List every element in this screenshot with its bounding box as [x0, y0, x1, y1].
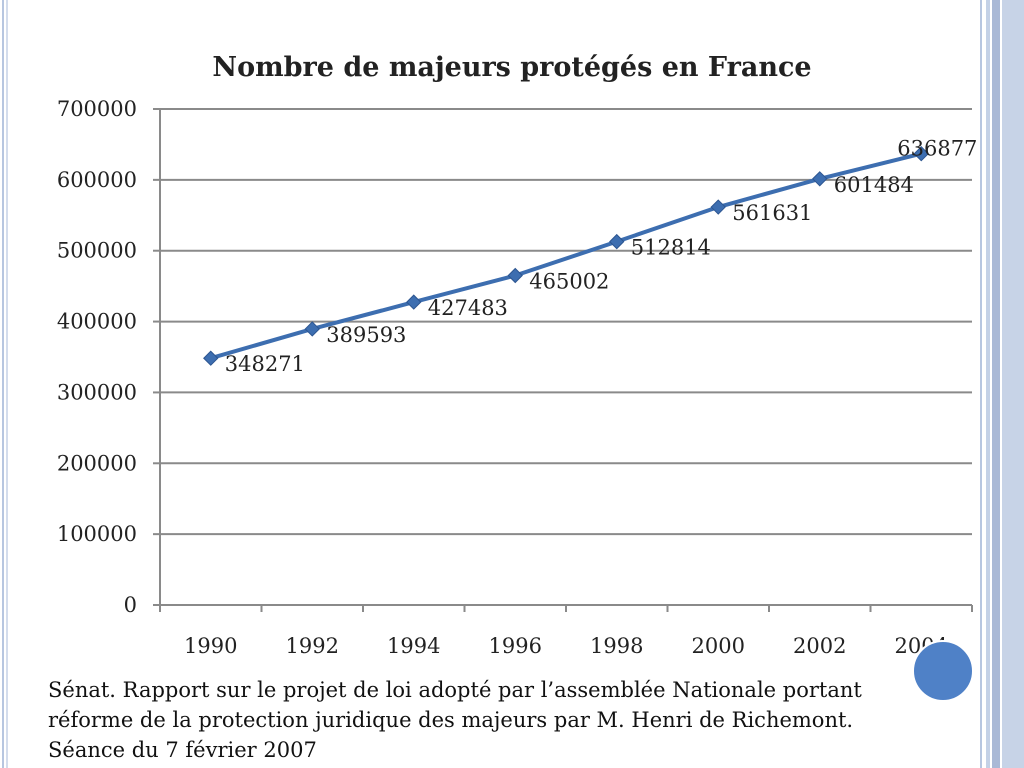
data-label: 389593 [326, 323, 406, 347]
source-line-1: Sénat. Rapport sur le projet de loi adop… [48, 678, 862, 702]
y-tick-label: 400000 [57, 310, 137, 334]
x-tick-label: 2000 [692, 634, 745, 658]
data-point-marker [304, 321, 320, 337]
chart-title: Nombre de majeurs protégés en France [212, 52, 812, 83]
data-point-marker [609, 233, 625, 250]
series-line [210, 151, 922, 361]
y-tick-label: 0 [124, 593, 137, 617]
data-point-marker [406, 294, 422, 310]
data-point-marker [203, 350, 219, 366]
data-label: 561631 [732, 201, 812, 225]
x-tick-label: 1998 [590, 634, 643, 658]
right-decorative-border [978, 0, 1024, 768]
data-label: 427483 [428, 296, 508, 320]
y-tick-label: 300000 [57, 380, 137, 404]
data-label: 601484 [834, 173, 914, 197]
y-tick-label: 700000 [57, 97, 137, 121]
y-tick-label: 200000 [57, 451, 137, 475]
source-line-3: Séance du 7 février 2007 [48, 738, 317, 762]
data-point-marker [913, 146, 929, 162]
x-tick-label: 1994 [387, 634, 440, 658]
data-label: 512814 [631, 236, 711, 260]
x-tick-label: 1992 [286, 634, 339, 658]
x-tick-label: 1990 [184, 634, 237, 658]
data-label: 465002 [529, 270, 609, 294]
line-chart: 0 100000 200000 300000 400000 500000 600000 700… [57, 97, 978, 658]
left-decorative-border [0, 0, 10, 768]
data-label: 636877 [897, 137, 977, 161]
data-point-marker [507, 267, 523, 284]
y-tick-label: 100000 [57, 522, 137, 546]
y-tick-label: 500000 [57, 239, 137, 263]
circle-nav-icon[interactable] [912, 640, 974, 702]
y-tick-label: 600000 [57, 168, 137, 192]
source-citation: Sénat. Rapport sur le projet de loi adop… [48, 675, 968, 765]
x-tick-label: 1996 [489, 634, 542, 658]
data-point-marker [812, 171, 828, 187]
data-point-marker [710, 199, 726, 215]
x-tick-label: 2002 [793, 634, 846, 658]
data-label: 348271 [225, 352, 305, 376]
source-line-2: réforme de la protection juridique des m… [48, 708, 854, 732]
